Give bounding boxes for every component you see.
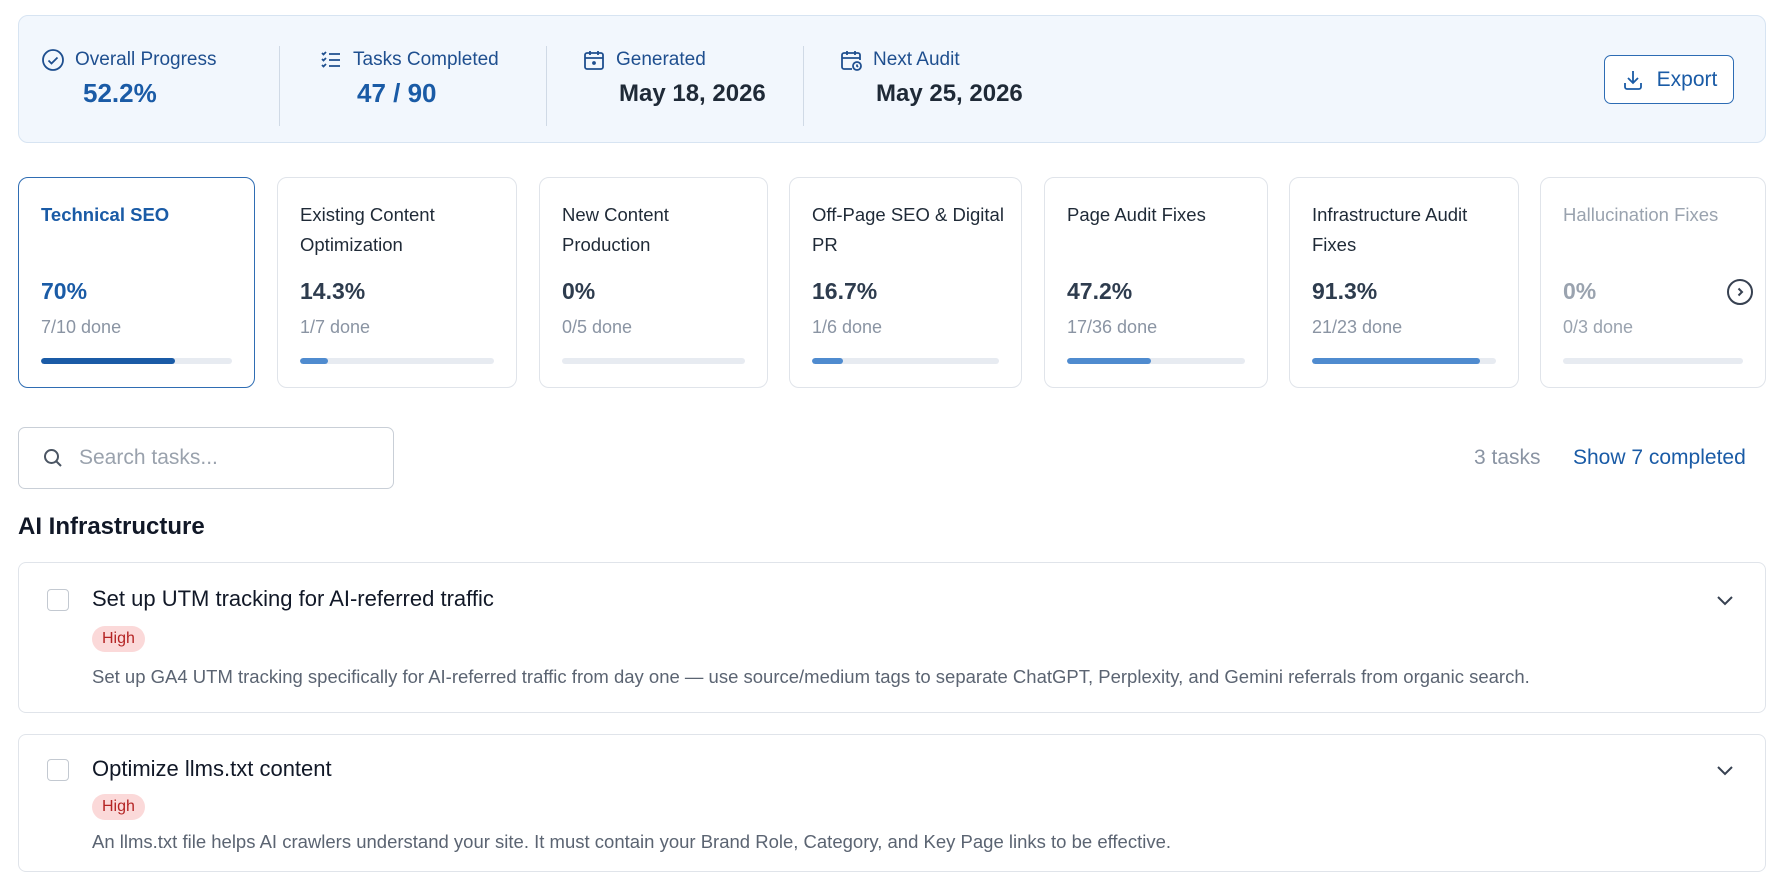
- next-audit-label: Next Audit: [873, 49, 960, 70]
- download-icon: [1623, 70, 1642, 90]
- category-card-infrastructure-audit[interactable]: Infrastructure Audit Fixes 91.3% 21/23 d…: [1289, 177, 1519, 388]
- export-button[interactable]: Export: [1604, 55, 1734, 104]
- divider: [279, 46, 280, 126]
- category-title: Page Audit Fixes: [1067, 204, 1206, 225]
- category-title: New Content Production: [562, 204, 669, 255]
- overall-progress-value: 52.2%: [83, 78, 157, 108]
- search-input[interactable]: [79, 446, 369, 470]
- check-circle-icon: [42, 49, 64, 71]
- category-title: Technical SEO: [41, 204, 170, 225]
- divider: [803, 46, 804, 126]
- category-percent: 47.2%: [1067, 278, 1133, 304]
- category-card-existing-content[interactable]: Existing Content Optimization 14.3% 1/7 …: [277, 177, 517, 388]
- calendar-icon: [584, 51, 604, 70]
- category-done-count: 1/6 done: [812, 317, 883, 337]
- category-title: Infrastructure Audit Fixes: [1312, 204, 1468, 255]
- chevron-down-icon[interactable]: [1713, 588, 1737, 612]
- category-percent: 0%: [562, 278, 596, 304]
- category-percent: 91.3%: [1312, 278, 1378, 304]
- priority-badge: High: [92, 794, 145, 820]
- priority-badge: High: [92, 626, 145, 652]
- category-title: Hallucination Fixes: [1563, 204, 1719, 225]
- category-progress-bar: [1563, 358, 1743, 364]
- category-progress-fill: [300, 358, 328, 364]
- task-checkbox[interactable]: [47, 759, 69, 781]
- task-count: 3 tasks: [1474, 446, 1541, 469]
- category-done-count: 17/36 done: [1067, 317, 1158, 337]
- next-audit-date: May 25, 2026: [876, 80, 1023, 107]
- section-title: AI Infrastructure: [18, 513, 205, 540]
- overall-progress-label: Overall Progress: [75, 49, 217, 70]
- progress-summary-header: Overall Progress 52.2% Tasks Completed 4…: [18, 15, 1766, 143]
- category-title: Existing Content Optimization: [300, 204, 435, 255]
- category-progress-bar: [812, 358, 999, 364]
- divider: [546, 46, 547, 126]
- tasks-completed-value: 47 / 90: [357, 78, 437, 108]
- category-done-count: 0/3 done: [1563, 317, 1634, 337]
- export-label: Export: [1656, 67, 1718, 91]
- search-icon: [44, 449, 62, 467]
- category-percent: 0%: [1563, 278, 1597, 304]
- category-card-technical-seo[interactable]: Technical SEO 70% 7/10 done: [18, 177, 255, 388]
- category-percent: 16.7%: [812, 278, 878, 304]
- category-done-count: 7/10 done: [41, 317, 122, 337]
- category-percent: 14.3%: [300, 278, 366, 304]
- task-item: Optimize llms.txt content High An llms.t…: [18, 734, 1766, 872]
- generated-date: May 18, 2026: [619, 80, 766, 107]
- generated-label: Generated: [616, 49, 706, 70]
- search-box[interactable]: [18, 427, 394, 489]
- category-progress-bar: [1312, 358, 1496, 364]
- category-done-count: 0/5 done: [562, 317, 633, 337]
- category-progress-bar: [562, 358, 745, 364]
- category-progress-fill: [812, 358, 844, 364]
- chevron-right-icon: [1737, 287, 1744, 297]
- tasks-completed-label: Tasks Completed: [353, 49, 499, 70]
- category-card-hallucination-fixes[interactable]: Hallucination Fixes 0% 0/3 done: [1540, 177, 1766, 388]
- category-progress-fill: [1312, 358, 1480, 364]
- chevron-down-icon[interactable]: [1713, 758, 1737, 782]
- task-description: An llms.txt file helps AI crawlers under…: [92, 831, 1172, 852]
- category-card-page-audit[interactable]: Page Audit Fixes 47.2% 17/36 done: [1044, 177, 1268, 388]
- task-item: Set up UTM tracking for AI-referred traf…: [18, 562, 1766, 713]
- category-done-count: 21/23 done: [1312, 317, 1403, 337]
- task-description: Set up GA4 UTM tracking specifically for…: [92, 666, 1530, 687]
- scroll-right-button[interactable]: [1727, 279, 1753, 305]
- category-percent: 70%: [41, 278, 88, 304]
- checklist-icon: [321, 51, 340, 68]
- category-progress-bar: [41, 358, 232, 364]
- task-checkbox[interactable]: [47, 589, 69, 611]
- category-title: Off-Page SEO & Digital PR: [812, 204, 1004, 255]
- category-card-off-page-seo[interactable]: Off-Page SEO & Digital PR 16.7% 1/6 done: [789, 177, 1022, 388]
- task-title: Optimize llms.txt content: [92, 756, 332, 781]
- show-completed-link[interactable]: Show 7 completed: [1573, 446, 1746, 469]
- category-progress-fill: [1067, 358, 1152, 364]
- category-progress-fill: [41, 358, 175, 364]
- task-title: Set up UTM tracking for AI-referred traf…: [92, 586, 494, 611]
- category-done-count: 1/7 done: [300, 317, 371, 337]
- category-progress-bar: [300, 358, 494, 364]
- calendar-clock-icon: [841, 51, 862, 71]
- category-card-new-content[interactable]: New Content Production 0% 0/5 done: [539, 177, 768, 388]
- category-progress-bar: [1067, 358, 1245, 364]
